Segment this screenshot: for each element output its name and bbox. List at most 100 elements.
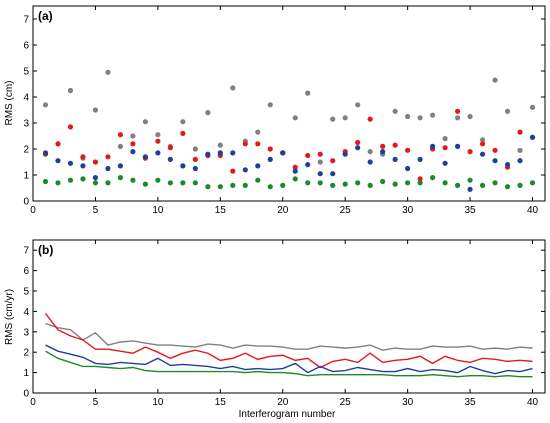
panel-a-point [155, 177, 161, 183]
panel-a-point [430, 112, 436, 118]
panel-b-y-tick-label: 4 [23, 307, 29, 318]
panel-a-point [442, 160, 448, 166]
panel-a-point [342, 181, 348, 187]
panel-a-point [467, 149, 473, 155]
panel-a-point [442, 180, 448, 186]
panel-a-point [205, 110, 211, 116]
panel-a-point [167, 145, 173, 151]
panel-a-point [205, 151, 211, 157]
panel-a-point [92, 107, 99, 113]
panel-b-y-tick-label: 2 [23, 348, 29, 359]
panel-a-point [405, 147, 411, 153]
panel-a-point [92, 175, 99, 181]
panel-a-point [80, 154, 86, 160]
panel-a-point [130, 133, 136, 139]
panel-a-point [230, 85, 236, 91]
panel-b-ylabel: RMS (cm/yr) [4, 289, 15, 345]
panel-a-x-tick-label: 25 [340, 205, 352, 216]
panel-a-point [355, 145, 361, 151]
panel-a-point [105, 69, 111, 75]
panel-b-plot-frame [32, 239, 546, 394]
panel-a-point [67, 177, 74, 183]
panel-a-point [380, 178, 386, 185]
panel-a-point [405, 113, 411, 120]
panel-a-point [454, 182, 461, 188]
panel-a-point [479, 182, 486, 188]
panel-b-y-tick-label: 0 [23, 389, 29, 400]
panel-a-point [492, 147, 498, 153]
panel-a-point [330, 116, 336, 122]
panel-a-point [142, 154, 148, 160]
panel-a-point [242, 141, 248, 147]
panel-a-point [180, 180, 186, 186]
panel-b-x-tick-label: 25 [340, 397, 352, 408]
panel-a-point [267, 156, 273, 162]
panel-a-point [55, 180, 61, 186]
panel-b-x-tick-label: 15 [215, 397, 227, 408]
panel-a-x-tick-label: 30 [402, 205, 414, 216]
panel-a-y-tick-label: 7 [23, 15, 29, 26]
panel-a-point [255, 141, 261, 147]
panel-a-point [317, 171, 323, 177]
panel-a-point [405, 165, 411, 172]
panel-b-x-tick-label: 5 [93, 397, 99, 408]
panel-a-point [255, 163, 261, 169]
panel-a-point [242, 182, 248, 188]
panel-a-point [467, 113, 473, 120]
panel-a-point [479, 151, 486, 157]
panel-a-point [454, 115, 461, 121]
panel-a-point [442, 145, 448, 151]
panel-a-point [80, 176, 86, 182]
panel-a-point [42, 178, 49, 185]
panel-a-y-tick-label: 6 [23, 41, 29, 52]
panel-a-point [417, 156, 423, 162]
panel-a-y-tick-label: 1 [23, 171, 29, 182]
panel-a-point [430, 175, 436, 181]
panel-a-point [167, 180, 173, 186]
panel-a-point [417, 176, 423, 182]
panel-a-label: (a) [38, 9, 53, 23]
panel-a-point [292, 115, 298, 121]
panel-a-x-tick-label: 5 [93, 205, 99, 216]
panel-a-point [330, 182, 336, 188]
panel-a-point [504, 184, 511, 190]
panel-a-point [529, 134, 536, 140]
panel-a-x-tick-label: 15 [215, 205, 227, 216]
panel-a-point [342, 115, 348, 121]
panel-a-point [292, 168, 298, 174]
panel-a-point [305, 162, 311, 168]
panel-a-point [355, 180, 361, 186]
panel-b-xlabel: Interferogram number [239, 409, 336, 420]
panel-a-point [192, 180, 198, 186]
panel-a-point [504, 108, 511, 114]
panel-a-point [230, 150, 236, 156]
panel-a-plot-frame [32, 5, 546, 202]
panel-a-point [392, 181, 398, 187]
panel-a-point [479, 137, 486, 143]
panel-a-point [479, 141, 486, 147]
panel-a-point [155, 132, 161, 138]
panel-a-point [504, 162, 511, 168]
panel-a-point [105, 180, 111, 186]
panel-a-point [255, 129, 261, 135]
panel-a-point [142, 119, 148, 125]
panel-a-point [430, 143, 436, 149]
panel-a-point [367, 116, 373, 122]
panel-a: (a) RMS (cm) 0 5 10 15 20 25 30 35 40 0 1 2 3 4 5 6 7 [4, 5, 546, 216]
panel-a-point [180, 163, 186, 169]
panel-a-point [492, 180, 498, 186]
panel-a-point [529, 180, 536, 186]
panel-a-point [492, 77, 498, 83]
panel-a-point [230, 182, 236, 188]
panel-a-point [67, 124, 74, 130]
panel-a-x-tick-label: 20 [277, 205, 289, 216]
panel-a-point [117, 175, 124, 181]
panel-a-point [180, 119, 186, 125]
panel-a-point [317, 151, 323, 157]
panel-b-x-tick-label: 35 [465, 397, 477, 408]
panel-a-point [267, 184, 273, 190]
panel-a-point [267, 146, 273, 152]
panel-a-point [367, 182, 373, 188]
panel-b-y-tick-label: 6 [23, 266, 29, 277]
